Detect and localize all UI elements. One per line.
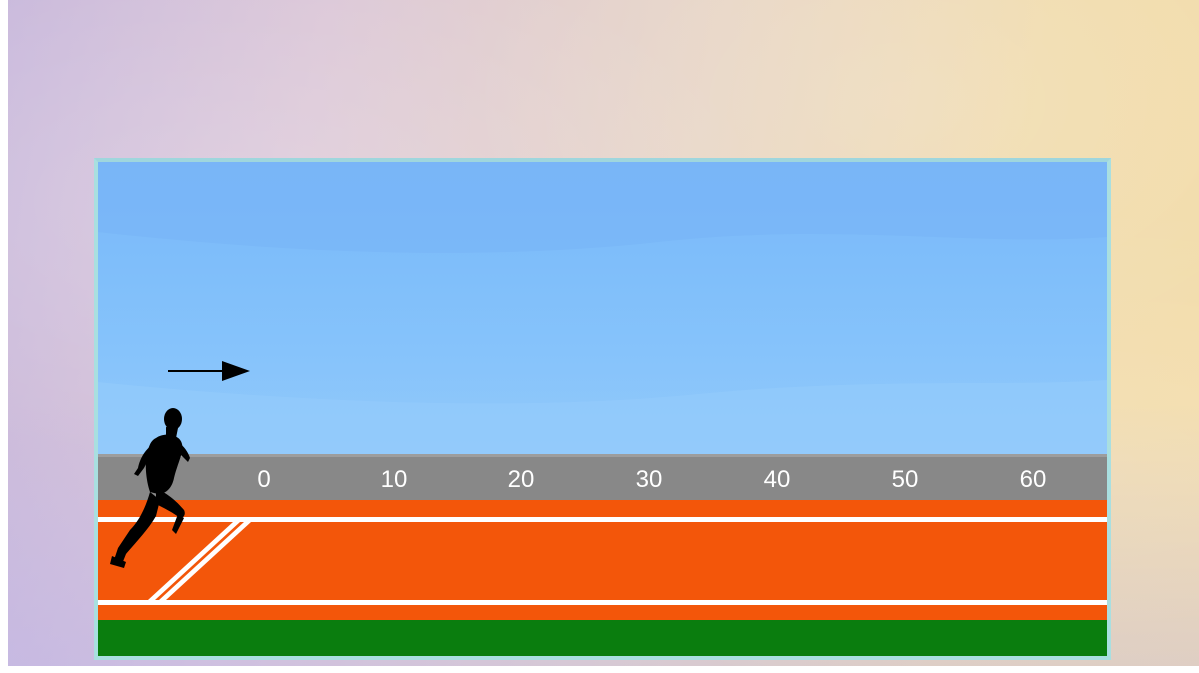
- ruler-tick-label: 60: [1019, 466, 1047, 493]
- ruler-tick-label: 0: [257, 466, 271, 493]
- scene-overlay: [98, 361, 1107, 605]
- animation-scene: 0 10 20 30 40 50 60: [94, 158, 1111, 660]
- lane-line-bottom: [98, 600, 1107, 605]
- ruler-tick-label: 40: [763, 466, 791, 493]
- sky-bands: [98, 162, 1107, 454]
- runner-silhouette-icon: [110, 408, 190, 568]
- bottom-edge: [0, 666, 1199, 673]
- ruler-tick-label: 30: [635, 466, 663, 493]
- ruler-tick-label: 50: [891, 466, 919, 493]
- start-line-diagonal: [148, 522, 240, 600]
- sky: [98, 162, 1107, 454]
- start-line-diagonal: [159, 522, 251, 600]
- lane-line-top: [98, 517, 1107, 522]
- grass-field: [98, 620, 1107, 656]
- arrow-right-icon: [168, 361, 250, 381]
- ruler-tick-label: 10: [380, 466, 408, 493]
- distance-ruler: 0 10 20 30 40 50 60: [98, 454, 1107, 500]
- left-edge: [0, 0, 8, 673]
- ruler-tick-label: 20: [507, 466, 535, 493]
